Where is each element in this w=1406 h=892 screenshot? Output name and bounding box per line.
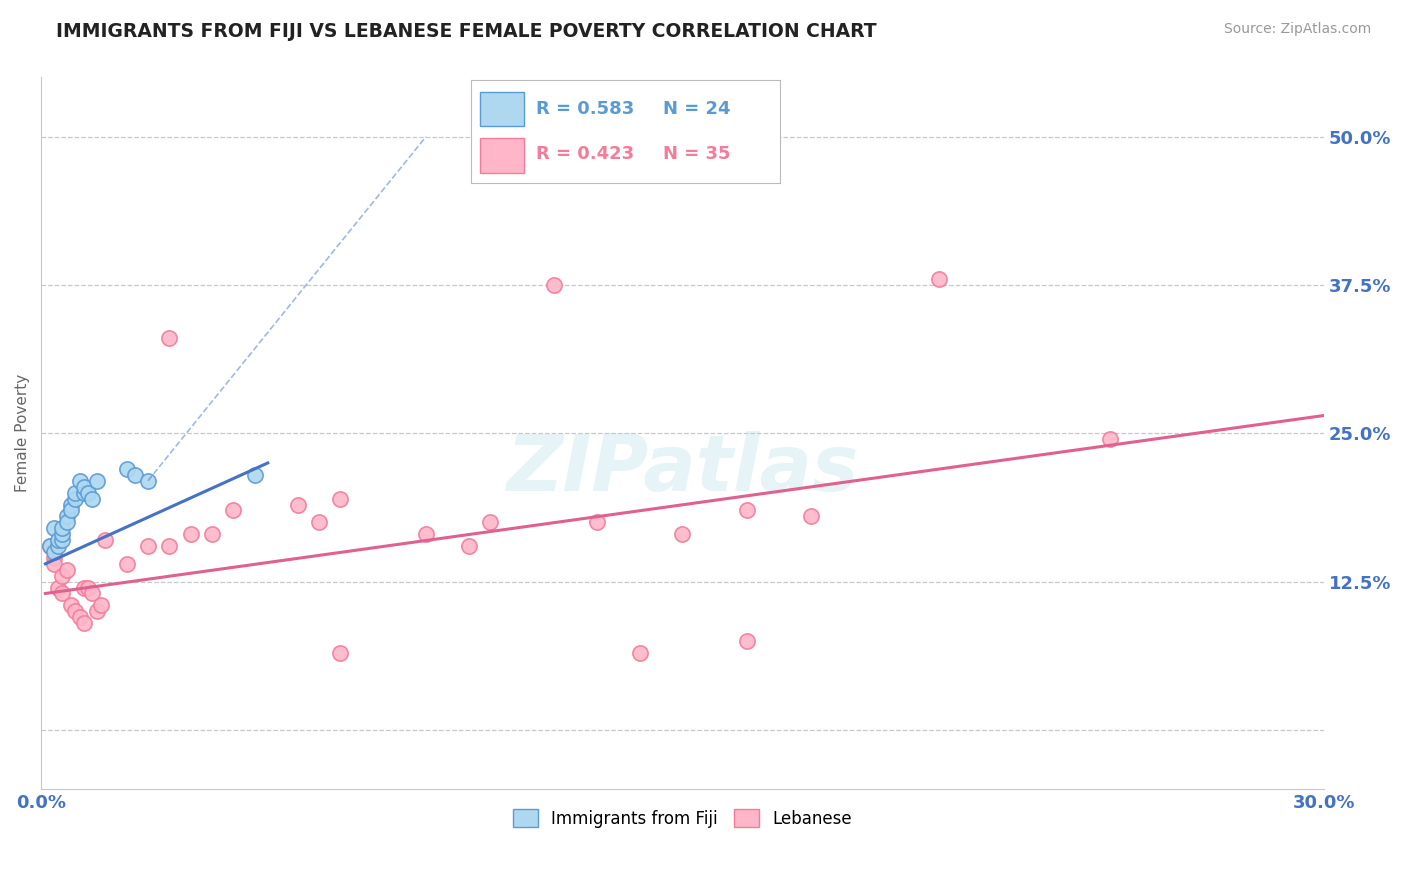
Point bbox=[42, 550, 65, 565]
Point bbox=[157, 539, 180, 553]
Point bbox=[735, 503, 758, 517]
Point bbox=[38, 539, 60, 553]
Point bbox=[671, 527, 693, 541]
Point bbox=[73, 485, 96, 500]
Point bbox=[55, 509, 77, 524]
Point bbox=[115, 462, 138, 476]
Point bbox=[222, 503, 245, 517]
Point bbox=[1098, 432, 1121, 446]
Point bbox=[46, 539, 69, 553]
Point bbox=[86, 604, 108, 618]
Text: N = 35: N = 35 bbox=[662, 145, 730, 163]
Point bbox=[180, 527, 202, 541]
Point bbox=[51, 568, 73, 582]
Point bbox=[46, 533, 69, 547]
Point bbox=[60, 503, 83, 517]
Point bbox=[287, 498, 309, 512]
Point bbox=[115, 557, 138, 571]
Point bbox=[800, 509, 823, 524]
Point bbox=[69, 610, 91, 624]
Point bbox=[46, 581, 69, 595]
Point bbox=[86, 474, 108, 488]
Point bbox=[65, 604, 87, 618]
Point bbox=[735, 634, 758, 648]
Point bbox=[51, 533, 73, 547]
Text: R = 0.423: R = 0.423 bbox=[536, 145, 634, 163]
Point bbox=[55, 516, 77, 530]
Point bbox=[136, 474, 159, 488]
Point bbox=[55, 563, 77, 577]
Point bbox=[65, 491, 87, 506]
Point bbox=[308, 516, 330, 530]
Point bbox=[73, 581, 96, 595]
FancyBboxPatch shape bbox=[481, 137, 523, 173]
FancyBboxPatch shape bbox=[481, 92, 523, 127]
Point bbox=[69, 474, 91, 488]
Point bbox=[60, 599, 83, 613]
Point bbox=[82, 491, 104, 506]
Point bbox=[77, 581, 100, 595]
Point bbox=[82, 586, 104, 600]
Point bbox=[51, 586, 73, 600]
Point bbox=[73, 616, 96, 631]
Point bbox=[586, 516, 609, 530]
Point bbox=[51, 527, 73, 541]
Point bbox=[73, 480, 96, 494]
Text: IMMIGRANTS FROM FIJI VS LEBANESE FEMALE POVERTY CORRELATION CHART: IMMIGRANTS FROM FIJI VS LEBANESE FEMALE … bbox=[56, 22, 877, 41]
Point bbox=[415, 527, 437, 541]
Point bbox=[77, 485, 100, 500]
Point bbox=[51, 521, 73, 535]
Point bbox=[94, 533, 117, 547]
Point bbox=[457, 539, 479, 553]
Point bbox=[90, 599, 112, 613]
Point bbox=[479, 516, 502, 530]
Point bbox=[42, 545, 65, 559]
Point bbox=[124, 467, 146, 482]
Legend: Immigrants from Fiji, Lebanese: Immigrants from Fiji, Lebanese bbox=[506, 803, 859, 834]
Point bbox=[329, 491, 352, 506]
Point bbox=[157, 331, 180, 345]
Point bbox=[201, 527, 224, 541]
Point bbox=[243, 467, 266, 482]
Point bbox=[543, 278, 565, 293]
Point bbox=[60, 498, 83, 512]
Point bbox=[628, 646, 651, 660]
Text: Source: ZipAtlas.com: Source: ZipAtlas.com bbox=[1223, 22, 1371, 37]
Y-axis label: Female Poverty: Female Poverty bbox=[15, 375, 30, 492]
Text: ZIPatlas: ZIPatlas bbox=[506, 431, 859, 507]
Point bbox=[136, 539, 159, 553]
Point bbox=[65, 485, 87, 500]
Text: N = 24: N = 24 bbox=[662, 100, 730, 118]
Point bbox=[42, 521, 65, 535]
Point bbox=[928, 272, 950, 286]
Text: R = 0.583: R = 0.583 bbox=[536, 100, 634, 118]
Point bbox=[42, 557, 65, 571]
Point bbox=[38, 539, 60, 553]
Point bbox=[329, 646, 352, 660]
